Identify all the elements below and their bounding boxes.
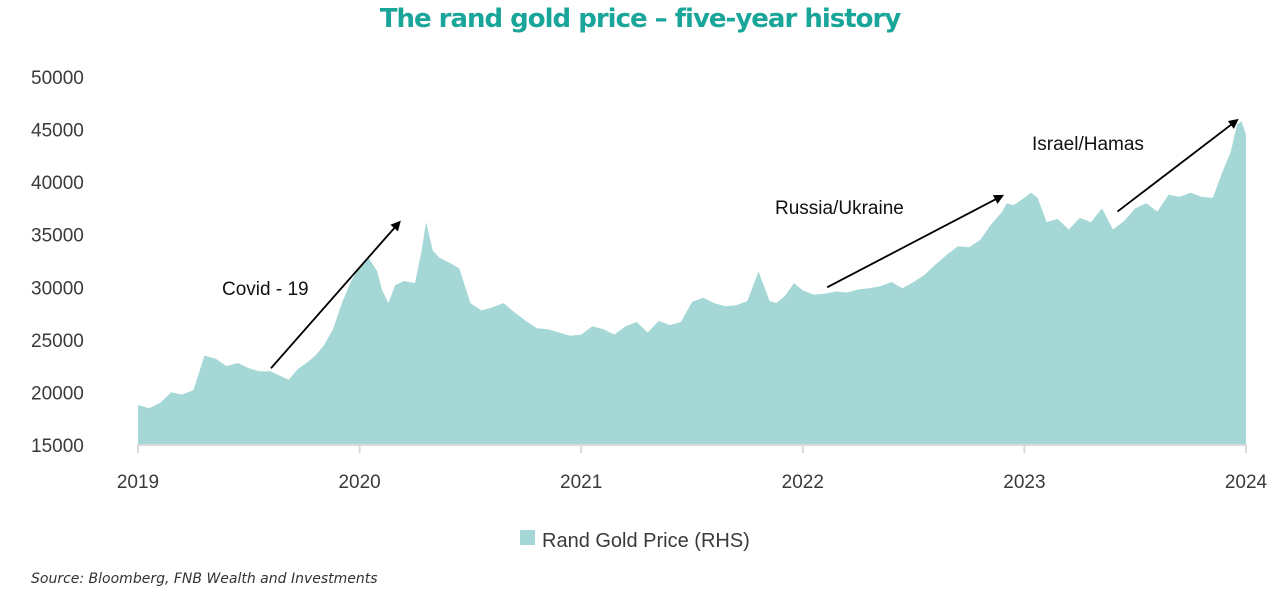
annotation-label: Russia/Ukraine <box>775 198 904 219</box>
legend-swatch <box>520 530 535 545</box>
x-tick-label: 2022 <box>782 472 824 493</box>
plot-area <box>138 121 1246 445</box>
x-tick-label: 2020 <box>338 472 380 493</box>
y-tick-label: 25000 <box>31 331 84 352</box>
y-tick-label: 20000 <box>31 383 84 404</box>
legend-label: Rand Gold Price (RHS) <box>542 530 750 552</box>
x-tick-label: 2024 <box>1225 472 1268 493</box>
chart-title: The rand gold price – five-year history <box>379 4 902 34</box>
source-note: Source: Bloomberg, FNB Wealth and Invest… <box>31 571 378 587</box>
annotation-label: Israel/Hamas <box>1032 134 1144 155</box>
x-tick-label: 2023 <box>1003 472 1045 493</box>
annotation-arrow <box>1116 118 1239 213</box>
annotation-arrow <box>826 194 1005 289</box>
y-axis: 15000 20000 25000 30000 35000 40000 45000 50000 <box>31 68 84 457</box>
annotations: Covid - 19 Russia/Ukraine Israel/Hamas <box>222 118 1239 369</box>
y-tick-label: 15000 <box>31 436 84 457</box>
y-tick-label: 40000 <box>31 173 84 194</box>
x-tick-label: 2019 <box>117 472 159 493</box>
y-tick-label: 45000 <box>31 121 84 142</box>
y-tick-label: 30000 <box>31 278 84 299</box>
x-tick-label: 2021 <box>560 472 602 493</box>
annotation-arrow <box>270 220 401 369</box>
x-axis: 2019 2020 2021 2022 2023 2024 <box>117 444 1268 493</box>
area-series-rand-gold-price <box>138 121 1246 445</box>
y-tick-label: 35000 <box>31 226 84 247</box>
legend: Rand Gold Price (RHS) <box>520 530 750 552</box>
annotation-label: Covid - 19 <box>222 279 309 300</box>
y-tick-label: 50000 <box>31 68 84 89</box>
